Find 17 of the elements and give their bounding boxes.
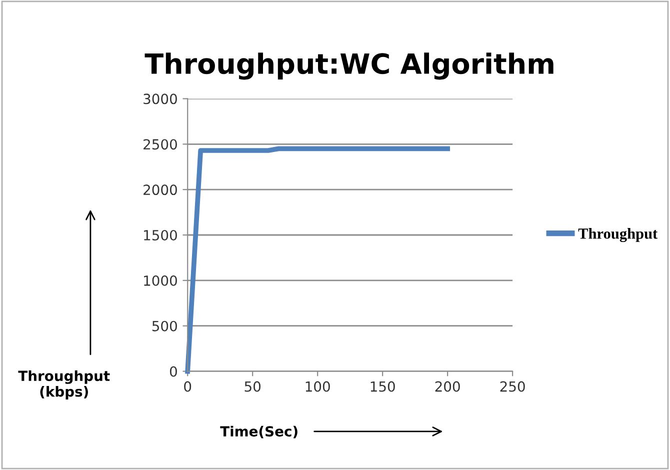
chart-title: Throughput:WC Algorithm bbox=[144, 52, 554, 80]
y-tick-label: 1500 bbox=[144, 230, 177, 240]
x-tick-label: 100 bbox=[306, 381, 330, 392]
x-tick-label: 200 bbox=[435, 381, 460, 392]
x-tick-label: 50 bbox=[244, 381, 261, 392]
y-tick-label: 3000 bbox=[144, 94, 177, 104]
x-tick-label: 250 bbox=[500, 381, 525, 392]
y-axis-title: Throughput (kbps) bbox=[18, 370, 110, 400]
y-tick-label: 1000 bbox=[144, 275, 177, 286]
x-tick-label: 150 bbox=[370, 381, 395, 392]
x-tick-label: 0 bbox=[184, 381, 192, 392]
y-tick-label: 2000 bbox=[144, 184, 177, 196]
legend-label: Throughput bbox=[578, 228, 658, 242]
x-axis-title: Time(Sec) bbox=[220, 426, 298, 438]
y-tick-label: 0 bbox=[170, 366, 177, 377]
y-tick-label: 2500 bbox=[144, 139, 177, 150]
y-tick-label: 500 bbox=[152, 320, 177, 332]
